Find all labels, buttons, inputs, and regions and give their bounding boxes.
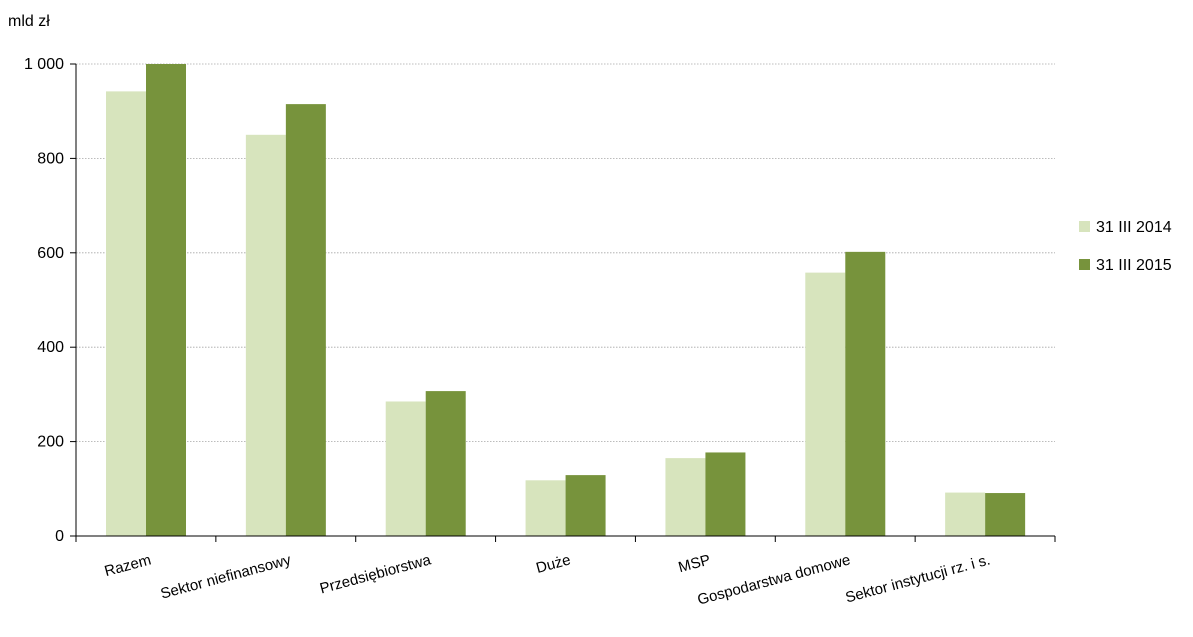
bar [985, 493, 1026, 536]
gridlines [76, 63, 1055, 443]
bar [385, 401, 426, 536]
y-axis-tick-labels: 0 200 400 600 800 1 000 [24, 56, 64, 545]
bar [945, 492, 986, 536]
bar [665, 458, 706, 536]
legend-swatch [1079, 259, 1090, 270]
bar [705, 452, 746, 536]
legend-swatch [1079, 221, 1090, 232]
bars [106, 64, 1026, 537]
bar [525, 480, 566, 536]
bar [106, 91, 146, 536]
y-axis-unit-label: mld zł [8, 13, 50, 30]
bar [285, 104, 326, 537]
bar [146, 64, 186, 536]
x-axis-tick-labels: Razem Sektor niefinansowy Przedsiębiorstwa… [103, 551, 992, 608]
bar [245, 134, 286, 537]
axes [70, 63, 1056, 542]
y-axis-tick-label: 0 [55, 528, 64, 545]
bar [845, 251, 886, 536]
y-axis-tick-label: 600 [37, 245, 64, 262]
bar [805, 272, 846, 536]
y-axis-tick-label: 800 [37, 150, 64, 167]
x-axis-tick-label: Sektor instytucji rz. i s. [844, 551, 993, 606]
bar [425, 391, 466, 536]
legend-label: 31 III 2014 [1096, 219, 1172, 236]
x-axis-tick-label: Sektor niefinansowy [159, 551, 294, 602]
y-axis-tick-label: 1 000 [24, 56, 64, 73]
x-axis-tick-label: Razem [103, 551, 153, 580]
y-axis-tick-label: 400 [37, 339, 64, 356]
y-axis-tick-label: 200 [37, 434, 64, 451]
x-axis-tick-label: Gospodarstwa domowe [696, 551, 853, 608]
legend: 31 III 2014 31 III 2015 [1079, 219, 1172, 274]
x-axis-tick-label: Duże [534, 551, 572, 576]
legend-label: 31 III 2015 [1096, 257, 1172, 274]
x-axis-tick-label: Przedsiębiorstwa [318, 551, 433, 597]
x-axis-tick-label: MSP [677, 551, 713, 576]
bar [565, 475, 606, 536]
